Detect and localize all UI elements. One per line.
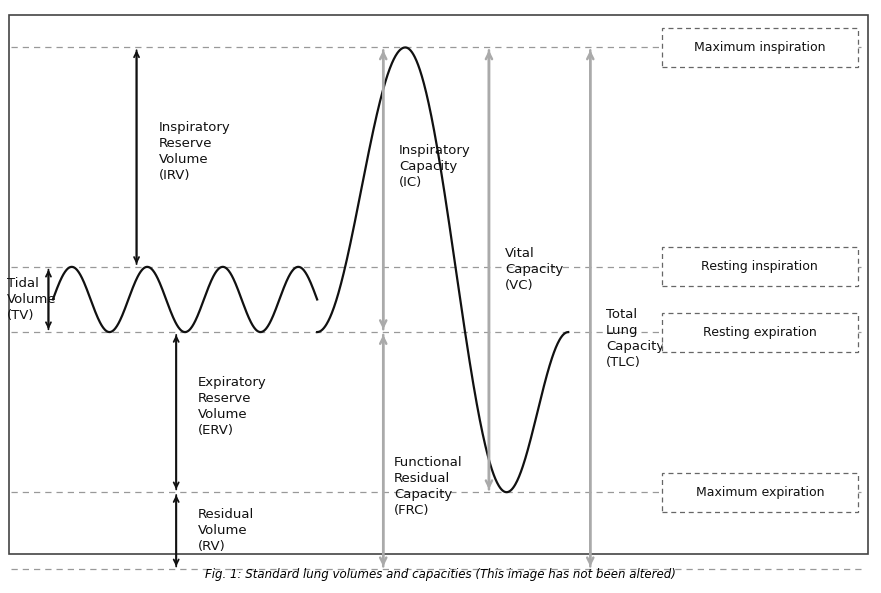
FancyBboxPatch shape bbox=[9, 15, 868, 554]
Text: Resting inspiration: Resting inspiration bbox=[701, 260, 818, 273]
Text: Vital
Capacity
(VC): Vital Capacity (VC) bbox=[505, 247, 563, 292]
Text: Functional
Residual
Capacity
(FRC): Functional Residual Capacity (FRC) bbox=[394, 456, 463, 517]
Text: Maximum expiration: Maximum expiration bbox=[696, 486, 824, 499]
Text: Inspiratory
Reserve
Volume
(IRV): Inspiratory Reserve Volume (IRV) bbox=[159, 121, 230, 181]
Text: Resting expiration: Resting expiration bbox=[703, 326, 817, 339]
FancyBboxPatch shape bbox=[662, 313, 858, 352]
Text: Tidal
Volume
(TV): Tidal Volume (TV) bbox=[7, 277, 56, 322]
Text: Maximum inspiration: Maximum inspiration bbox=[694, 41, 825, 54]
FancyBboxPatch shape bbox=[662, 473, 858, 512]
FancyBboxPatch shape bbox=[662, 247, 858, 286]
FancyBboxPatch shape bbox=[662, 28, 858, 67]
Text: Inspiratory
Capacity
(IC): Inspiratory Capacity (IC) bbox=[399, 144, 470, 189]
Text: Total
Lung
Capacity
(TLC): Total Lung Capacity (TLC) bbox=[606, 308, 664, 368]
Text: Residual
Volume
(RV): Residual Volume (RV) bbox=[198, 508, 255, 553]
Text: Fig. 1: Standard lung volumes and capacities (This image has not been altered): Fig. 1: Standard lung volumes and capaci… bbox=[205, 568, 676, 581]
Text: Expiratory
Reserve
Volume
(ERV): Expiratory Reserve Volume (ERV) bbox=[198, 376, 267, 436]
